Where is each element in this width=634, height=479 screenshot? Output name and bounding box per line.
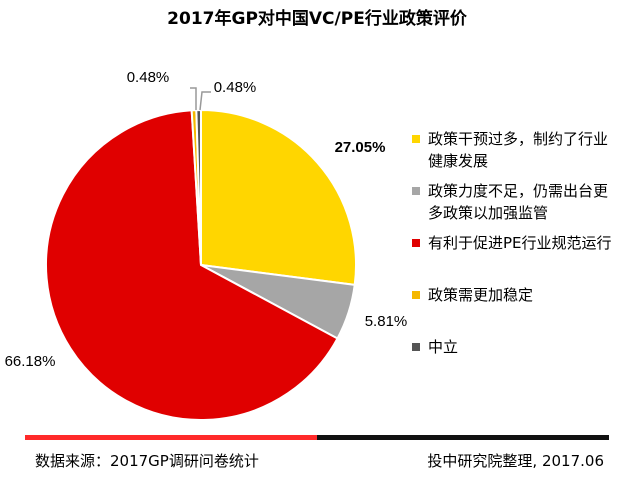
leader-line-stability [190, 87, 197, 110]
data-label-beneficial: 66.18% [5, 353, 56, 370]
legend-label: 政策力度不足，仍需出台更多政策以加强监管 [428, 182, 609, 222]
legend-label: 有利于促进PE行业规范运行 [428, 234, 612, 252]
data-label-interference: 27.05% [335, 139, 386, 156]
legend-item-neutral: 中立 [412, 336, 622, 358]
pie-slice-interference [200, 108, 358, 287]
legend-item-insufficient: 政策力度不足，仍需出台更多政策以加强监管 [412, 180, 622, 224]
leader-line-neutral [199, 91, 211, 111]
pie-slice-neutral [195, 108, 202, 266]
data-label-stability: 0.48% [127, 69, 170, 86]
legend-item-stability: 政策需更加稳定 [412, 284, 622, 306]
legend-swatch [412, 239, 420, 247]
credit-note: 投中研究院整理, 2017.06 [427, 452, 604, 470]
data-label-neutral: 0.48% [214, 79, 257, 96]
legend-swatch [412, 291, 420, 299]
legend-swatch [412, 187, 420, 195]
chart-title: 2017年GP对中国VC/PE行业政策评价 [167, 9, 467, 29]
footer-divider-red [25, 435, 317, 440]
legend-label: 政策需更加稳定 [428, 286, 534, 304]
legend-item-beneficial: 有利于促进PE行业规范运行 [412, 232, 622, 276]
legend-label: 中立 [428, 338, 459, 356]
legend-item-interference: 政策干预过多，制约了行业健康发展 [412, 128, 622, 172]
chart-legend: 政策干预过多，制约了行业健康发展 政策力度不足，仍需出台更多政策以加强监管 有利… [412, 128, 622, 358]
legend-swatch [412, 135, 420, 143]
legend-label: 政策干预过多，制约了行业健康发展 [428, 130, 609, 170]
footer-divider-black [317, 435, 609, 440]
pie-slice-beneficial [45, 109, 339, 421]
data-label-insufficient: 5.81% [365, 313, 408, 330]
legend-swatch [412, 343, 420, 351]
source-note: 数据来源：2017GP调研问卷统计 [35, 452, 259, 470]
